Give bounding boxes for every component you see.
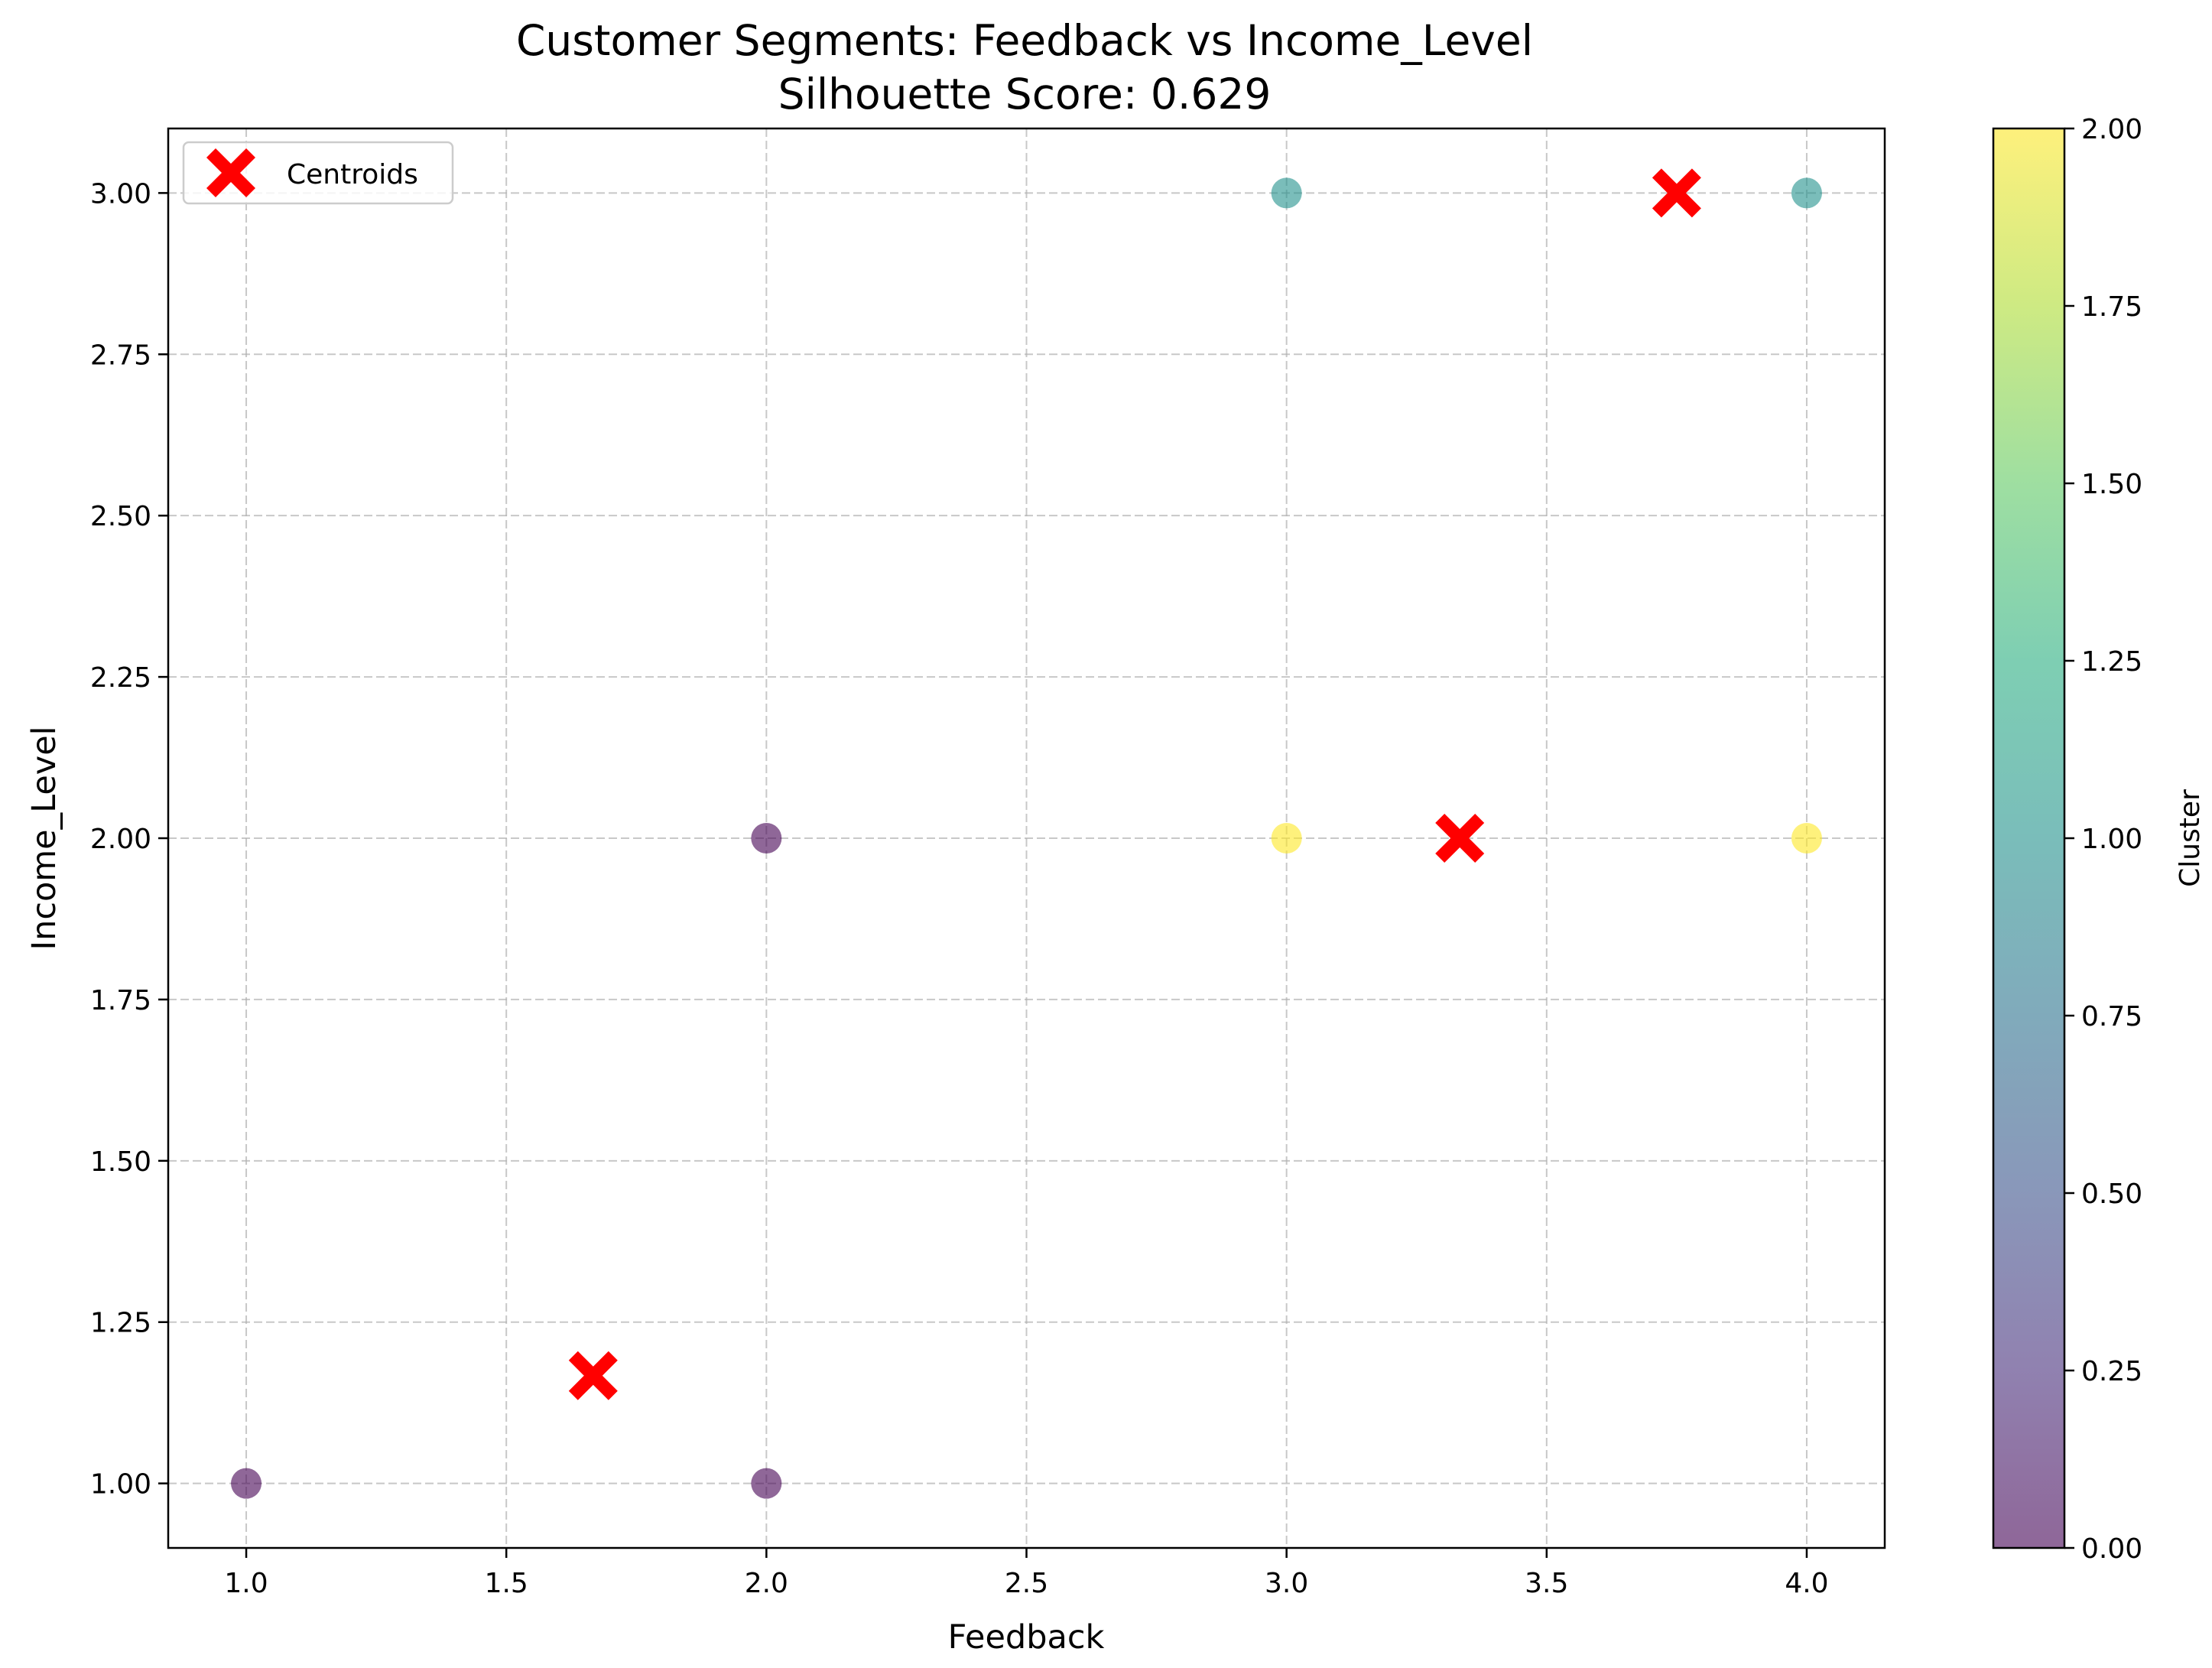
- legend-label-centroids: Centroids: [287, 159, 418, 190]
- data-points: [231, 177, 1822, 1499]
- colorbar-gradient: [1993, 128, 2064, 1548]
- y-tick-label: 1.00: [90, 1469, 151, 1501]
- centroid-marker: [1435, 814, 1485, 863]
- x-tick-label: 1.5: [485, 1568, 528, 1599]
- data-point: [751, 823, 782, 854]
- data-point: [1271, 823, 1302, 854]
- legend: Centroids: [182, 141, 454, 205]
- y-tick-label: 1.25: [90, 1308, 151, 1339]
- centroid-marker: [568, 1351, 618, 1400]
- x-tick-label: 3.0: [1265, 1568, 1308, 1599]
- colorbar-ticks: 0.00 0.25 0.50 0.75 1.00 1.25 1.50 1.75 2.00: [2064, 114, 2142, 1565]
- colorbar-tick-label: 1.75: [2081, 291, 2142, 323]
- centroid-marker: [1652, 168, 1701, 218]
- x-tick-label: 2.0: [745, 1568, 788, 1599]
- colorbar-tick-label: 0.50: [2081, 1179, 2142, 1210]
- data-point: [1791, 177, 1822, 209]
- data-point: [1791, 823, 1822, 854]
- x-tick-label: 3.5: [1525, 1568, 1568, 1599]
- x-tick-label: 1.0: [224, 1568, 268, 1599]
- y-tick-label: 2.50: [90, 501, 151, 532]
- plot-frame: [167, 127, 1886, 1549]
- x-axis-label: Feedback: [948, 1618, 1105, 1657]
- x-axis-ticks: 1.0 1.5 2.0 2.5 3.0 3.5 4.0: [224, 1548, 1829, 1599]
- grid: [168, 128, 1885, 1548]
- y-axis-ticks: 1.00 1.25 1.50 1.75 2.00 2.25 2.50 2.75 3.00: [90, 178, 168, 1501]
- y-axis-label: Income_Level: [25, 726, 63, 950]
- y-tick-label: 2.25: [90, 662, 151, 694]
- data-point: [751, 1468, 782, 1499]
- colorbar-tick-label: 1.25: [2081, 646, 2142, 678]
- colorbar-tick-label: 0.00: [2081, 1533, 2142, 1565]
- colorbar-tick-label: 1.50: [2081, 469, 2142, 500]
- y-tick-label: 1.50: [90, 1146, 151, 1178]
- x-tick-label: 4.0: [1785, 1568, 1828, 1599]
- colorbar-tick-label: 2.00: [2081, 114, 2142, 145]
- colorbar-tick-label: 0.25: [2081, 1356, 2142, 1387]
- colorbar-tick-label: 0.75: [2081, 1001, 2142, 1032]
- colorbar-tick-label: 1.00: [2081, 824, 2142, 855]
- data-point: [1271, 177, 1302, 209]
- y-tick-label: 3.00: [90, 178, 151, 210]
- y-tick-label: 2.00: [90, 824, 151, 855]
- chart-subtitle: Silhouette Score: 0.629: [778, 70, 1272, 119]
- centroids: [568, 168, 1701, 1400]
- y-tick-label: 1.75: [90, 985, 151, 1016]
- data-point: [231, 1468, 262, 1499]
- colorbar-label: Cluster: [2175, 789, 2206, 887]
- colorbar: 0.00 0.25 0.50 0.75 1.00 1.25 1.50 1.75 2.00 Clu…: [1992, 114, 2206, 1565]
- chart-title: Customer Segments: Feedback vs Income_Le…: [516, 16, 1533, 65]
- y-tick-label: 2.75: [90, 340, 151, 371]
- x-tick-label: 2.5: [1005, 1568, 1048, 1599]
- legend-centroid-marker: [206, 148, 255, 197]
